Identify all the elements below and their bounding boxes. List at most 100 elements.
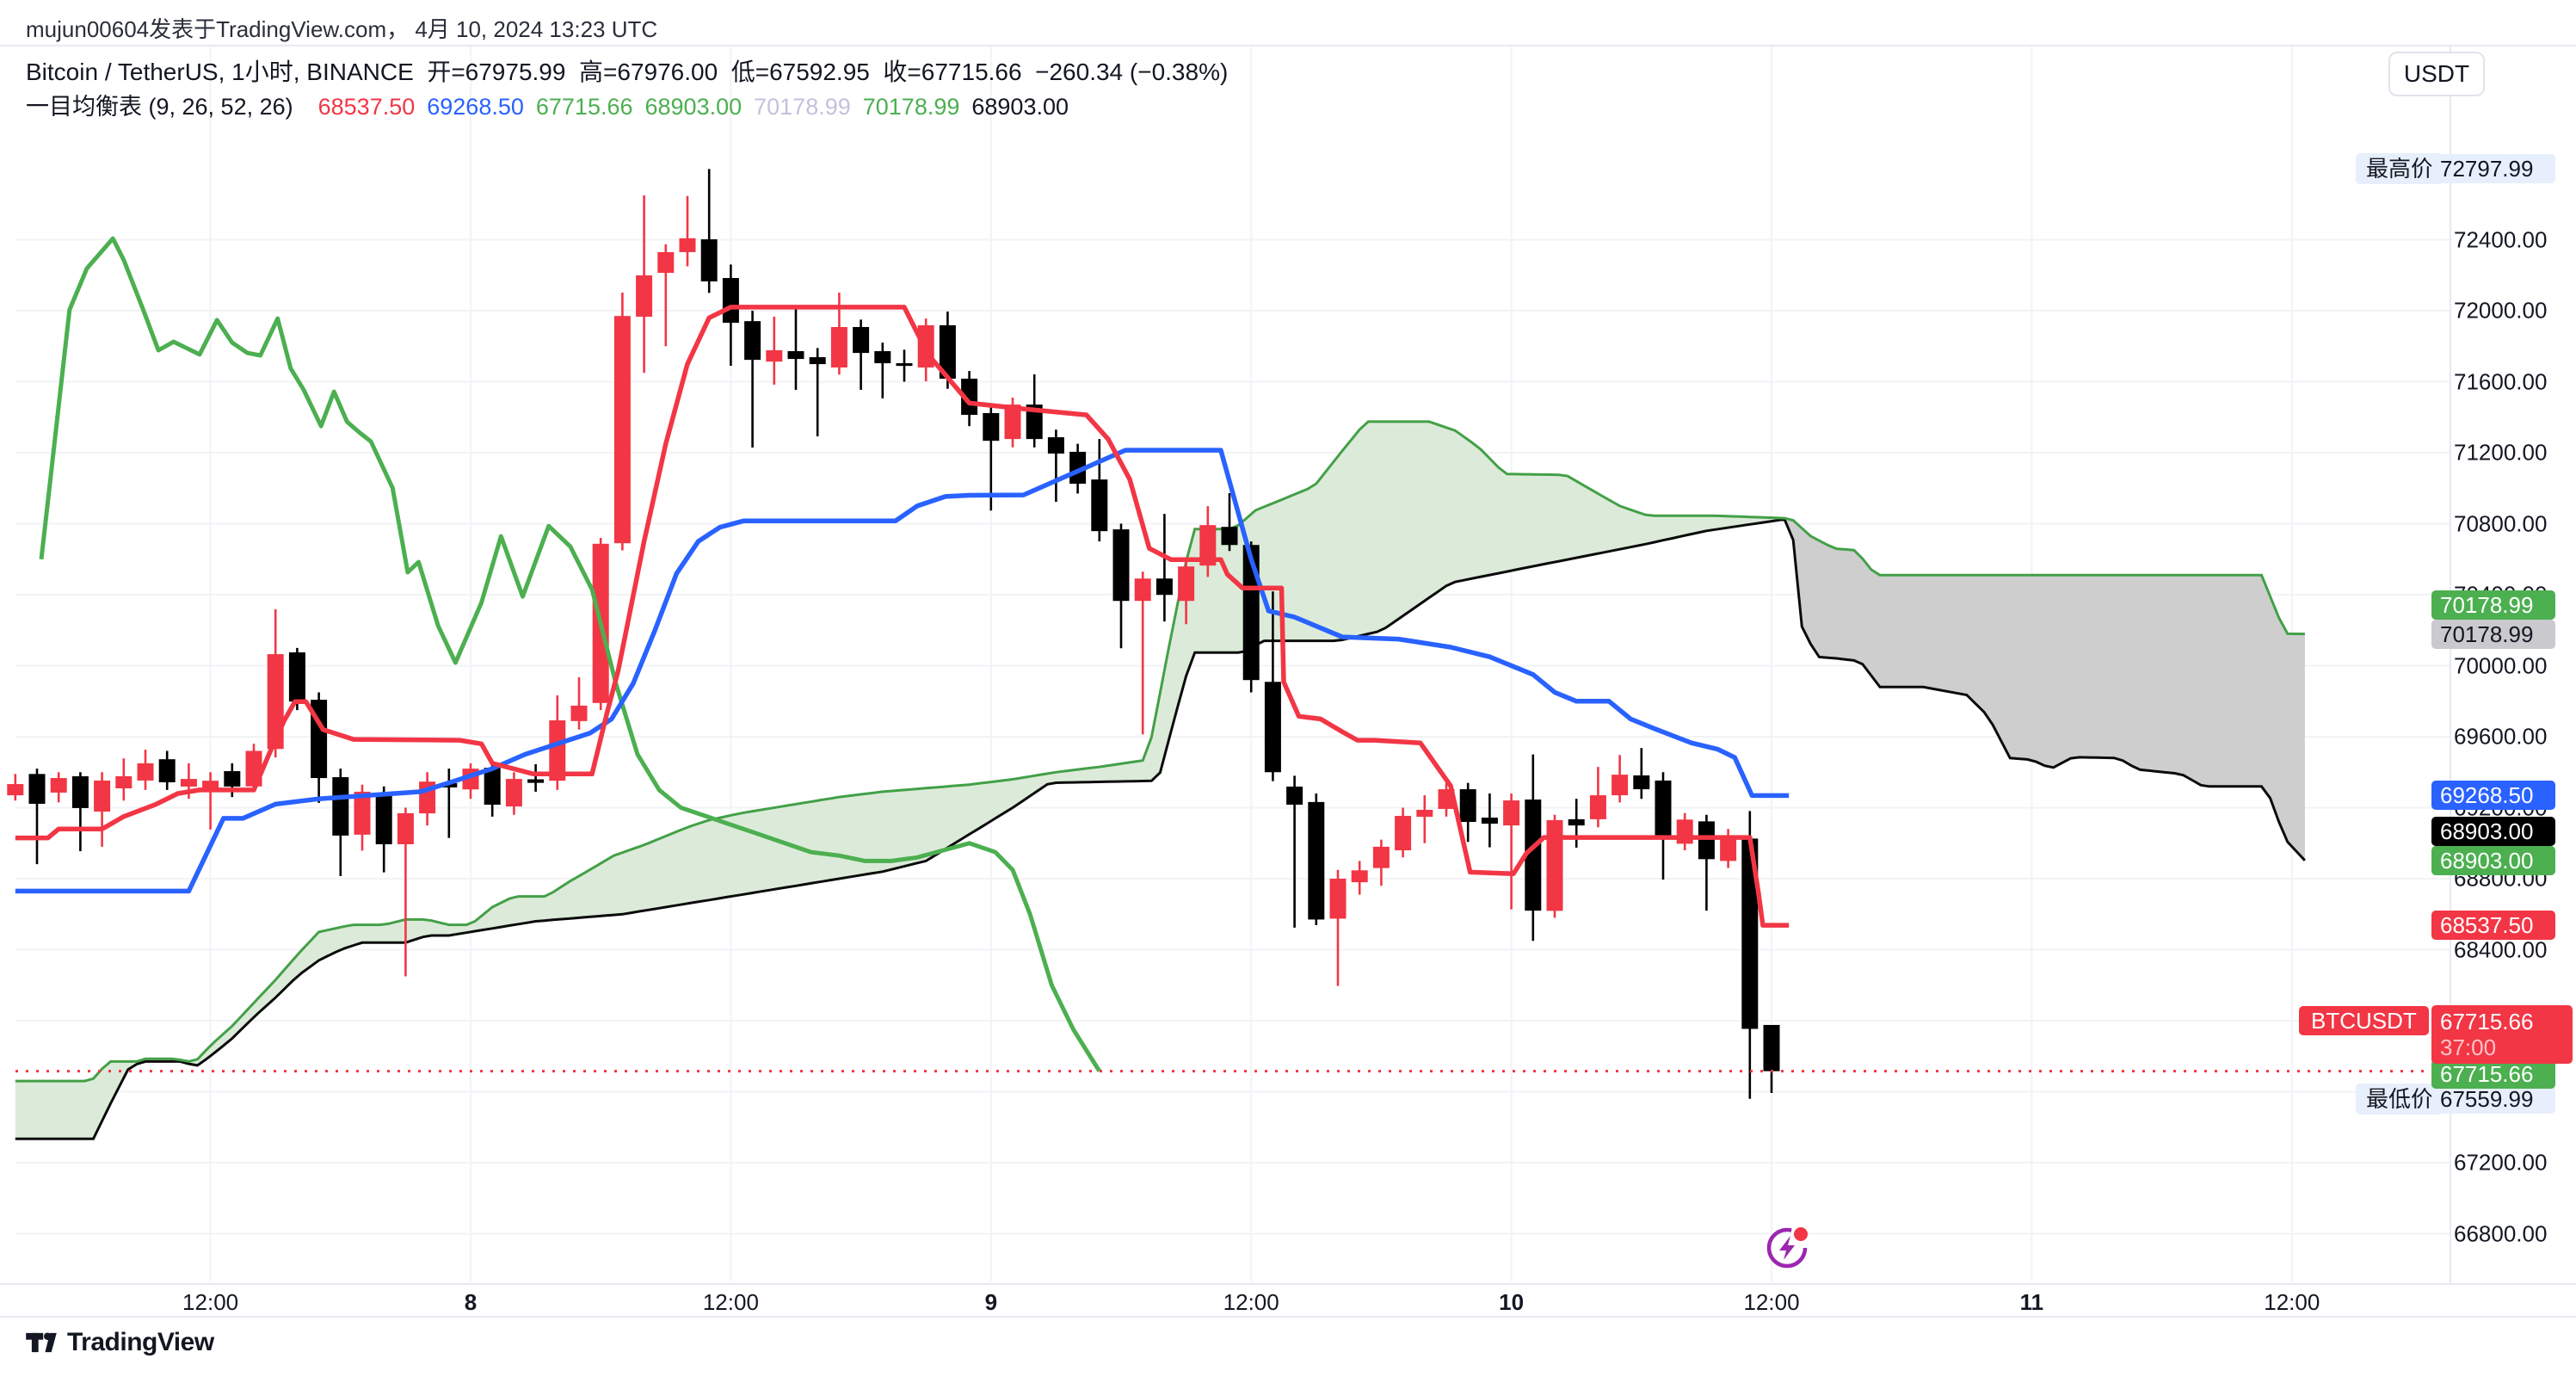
- tradingview-logo-text: TradingView: [67, 1328, 214, 1356]
- price-badge[interactable]: 67715.66: [2431, 1059, 2555, 1089]
- price-axis-label[interactable]: 71600.00: [2454, 368, 2548, 394]
- lowest-price-label: 最低价: [2356, 1083, 2444, 1115]
- price-badge[interactable]: 68903.00: [2431, 816, 2555, 846]
- candle-body: [657, 251, 675, 274]
- candle-body: [1416, 809, 1433, 818]
- price-badge[interactable]: 70178.99: [2431, 590, 2555, 620]
- price-axis-label[interactable]: 71200.00: [2454, 439, 2548, 466]
- price-axis-label[interactable]: 72000.00: [2454, 297, 2548, 324]
- time-axis-day-label[interactable]: 9: [984, 1289, 998, 1315]
- last-price: 67715.66: [2440, 1008, 2534, 1034]
- senkou-span-bottom-line: [15, 517, 2306, 1140]
- candle-body: [1047, 437, 1064, 454]
- candle-body: [115, 775, 132, 789]
- price-axis-label[interactable]: 68400.00: [2454, 936, 2548, 962]
- candle-body: [1633, 775, 1650, 790]
- symbol-title: Bitcoin / TetherUS, 1小时, BINANCE: [26, 59, 414, 85]
- header-divider: [0, 45, 2576, 46]
- candle-body: [505, 779, 522, 807]
- candle-body: [1698, 821, 1715, 860]
- ohlc-values: 开=67975.99 高=67976.00 低=67592.95 收=67715…: [414, 59, 1021, 85]
- countdown-badge[interactable]: 67715.66 37:00: [2431, 1004, 2573, 1064]
- candle-body: [180, 779, 197, 787]
- price-axis-label[interactable]: 67200.00: [2454, 1149, 2548, 1176]
- candle-body: [137, 763, 154, 781]
- indicator-value: 68903.00: [971, 94, 1069, 120]
- symbol-chip: BTCUSDT: [2299, 1005, 2429, 1035]
- candle-body: [1568, 818, 1585, 826]
- candle-body: [1112, 529, 1130, 602]
- time-axis-label[interactable]: 12:00: [182, 1289, 239, 1315]
- candle-body: [7, 784, 24, 796]
- notification-dot: [1794, 1227, 1808, 1241]
- indicator-row[interactable]: 一目均衡表 (9, 26, 52, 26) 68537.50 69268.50 67…: [26, 88, 1093, 121]
- candle-body: [1763, 1024, 1780, 1071]
- price-axis-label[interactable]: 70000.00: [2454, 652, 2548, 678]
- candle-body: [636, 275, 653, 318]
- indicator-value: 70178.99: [862, 94, 960, 120]
- price-badge[interactable]: 70178.99: [2431, 619, 2555, 649]
- indicator-values: 68537.50 69268.50 67715.66 68903.00 70178.99…: [305, 94, 1081, 120]
- candle-body: [1395, 815, 1412, 850]
- candle-body: [1329, 879, 1347, 919]
- currency-toggle-button[interactable]: USDT: [2388, 52, 2485, 96]
- price-badge[interactable]: 68903.00: [2431, 845, 2555, 875]
- candle-body: [1372, 846, 1390, 868]
- time-axis-label[interactable]: 12:00: [1223, 1289, 1279, 1315]
- candle-body: [1589, 795, 1606, 819]
- symbol-title-row[interactable]: Bitcoin / TetherUS, 1小时, BINANCE 开=67975…: [26, 53, 1228, 88]
- tradingview-logo[interactable]: TradingView: [24, 1325, 214, 1360]
- time-axis-label[interactable]: 12:00: [2264, 1289, 2320, 1315]
- candle-body: [830, 326, 847, 367]
- candle-body: [224, 771, 241, 787]
- candle-body: [1178, 566, 1195, 602]
- time-axis-label[interactable]: 12:00: [1743, 1289, 1800, 1315]
- flash-circle-icon[interactable]: [1766, 1227, 1808, 1269]
- highest-price-value: 72797.99: [2431, 154, 2555, 184]
- candle-body: [1676, 819, 1693, 844]
- time-axis-day-label[interactable]: 11: [2019, 1289, 2044, 1315]
- candle-body: [1026, 404, 1043, 440]
- candle-body: [1741, 838, 1759, 1029]
- candle-body: [94, 780, 111, 812]
- indicator-value: 68537.50: [317, 94, 416, 120]
- candle-body: [744, 321, 761, 361]
- time-axis-label[interactable]: 12:00: [702, 1289, 759, 1315]
- candle-body: [28, 774, 46, 804]
- candle-body: [1546, 819, 1563, 911]
- senkou-span-top-line: [15, 420, 2305, 1083]
- price-badge[interactable]: 69268.50: [2431, 781, 2555, 811]
- price-axis-label[interactable]: 69600.00: [2454, 723, 2548, 750]
- tradingview-logo-icon: [26, 1332, 57, 1353]
- price-axis-label[interactable]: 72400.00: [2454, 226, 2548, 252]
- candle-body: [397, 812, 414, 844]
- indicator-name: 一目均衡表 (9, 26, 52, 26): [26, 94, 293, 120]
- candle-body: [354, 791, 371, 835]
- candle-body: [1459, 789, 1476, 822]
- candle-body: [332, 777, 349, 836]
- candle-body: [983, 413, 1000, 442]
- time-axis-day-label[interactable]: 8: [464, 1289, 478, 1315]
- time-axis[interactable]: 12:00 8 12:00 9 12:00 10 12:00 11 12:00: [0, 1283, 2576, 1318]
- candle-body: [1720, 837, 1737, 861]
- candle-body: [202, 781, 219, 790]
- candle-body: [71, 775, 89, 808]
- candle-body: [50, 778, 67, 793]
- ichimoku-cloud-fill: [1784, 518, 2305, 861]
- indicator-value: 69268.50: [427, 94, 524, 120]
- candle-body: [939, 324, 956, 379]
- candle-body: [1091, 479, 1108, 532]
- candle-body: [787, 351, 804, 360]
- tenkan-sen-line: [15, 305, 1790, 928]
- candle-body: [1351, 870, 1368, 883]
- candle-body: [1264, 682, 1281, 773]
- candle-body: [1503, 800, 1520, 826]
- candle-body: [1221, 527, 1238, 546]
- time-axis-day-label[interactable]: 10: [1499, 1289, 1525, 1315]
- price-axis-label[interactable]: 70800.00: [2454, 510, 2548, 536]
- price-axis-label[interactable]: 66800.00: [2454, 1220, 2548, 1246]
- price-badge[interactable]: 68537.50: [2431, 911, 2555, 941]
- candle-body: [1004, 404, 1021, 440]
